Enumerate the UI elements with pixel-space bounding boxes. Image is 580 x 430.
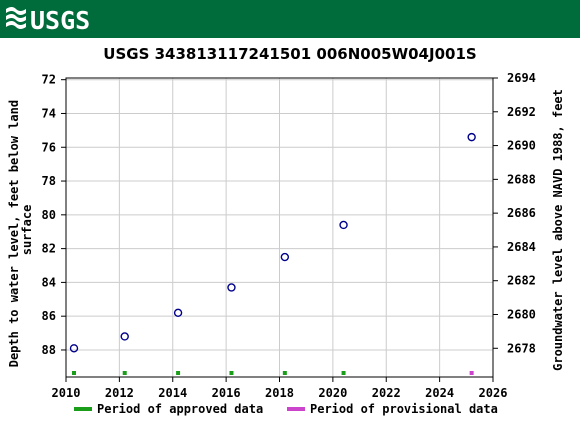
y-left-tick-label: 78: [42, 174, 56, 188]
data-point: [69, 344, 79, 353]
y-left-label-line1: Depth to water level, feet below land: [7, 100, 21, 367]
legend-swatch-approved: [74, 407, 92, 411]
svg-text:USGS: USGS: [30, 6, 90, 35]
y-right-tick-label: 2688: [507, 172, 536, 186]
y-axis-left-label: Depth to water level, feet below land su…: [7, 93, 34, 368]
y-axis-right-ticks: 2694 2692 2690 2688 2686 2684 2682 2680 2678: [493, 71, 536, 355]
approved-period-marker: [282, 371, 287, 375]
x-tick-label: 2012: [105, 386, 134, 400]
x-tick-label: 2022: [372, 386, 401, 400]
y-axis-right-label: Groundwater level above NAVD 1988, feet: [551, 89, 565, 371]
approved-period-marker: [72, 371, 77, 375]
y-left-tick-label: 72: [42, 73, 56, 87]
data-marks: [69, 132, 476, 353]
y-left-tick-label: 88: [42, 343, 56, 357]
approved-period-marker: [229, 371, 234, 375]
y-right-tick-label: 2678: [507, 341, 536, 355]
gridlines: [65, 78, 494, 377]
legend-label-provisional: Period of provisional data: [310, 402, 498, 416]
approved-period-marker: [122, 371, 127, 375]
approved-period-marker: [176, 371, 181, 375]
y-right-tick-label: 2680: [507, 307, 536, 321]
provisional-period-marker: [469, 371, 474, 375]
chart-title: USGS 343813117241501 006N005W04J001S: [103, 45, 476, 63]
data-point: [280, 252, 290, 262]
y-right-tick-label: 2682: [507, 274, 536, 288]
x-axis-ticks: 2010 2012 2014 2016 2018 2020 2022 2024 2026: [52, 377, 508, 400]
usgs-header-bar: USGS: [0, 0, 580, 38]
y-left-label-line2: surface: [20, 205, 34, 256]
x-tick-label: 2020: [318, 386, 347, 400]
x-tick-label: 2014: [158, 386, 187, 400]
data-point: [120, 332, 129, 341]
data-point: [339, 220, 348, 230]
y-right-tick-label: 2684: [507, 240, 536, 254]
legend-swatch-provisional: [287, 407, 305, 411]
x-tick-label: 2018: [265, 386, 294, 400]
approved-period-marker: [341, 371, 346, 375]
usgs-logo: USGS: [6, 6, 90, 35]
data-point: [173, 308, 183, 318]
x-tick-label: 2010: [52, 386, 81, 400]
data-point: [227, 283, 236, 292]
period-markers: [72, 371, 474, 375]
y-left-tick-label: 80: [42, 208, 56, 222]
y-right-tick-label: 2686: [507, 206, 536, 220]
y-right-tick-label: 2694: [507, 71, 536, 85]
legend-label-approved: Period of approved data: [97, 402, 263, 416]
y-left-tick-label: 86: [42, 309, 56, 323]
y-left-tick-label: 84: [42, 275, 56, 289]
y-left-tick-label: 76: [42, 140, 56, 154]
x-tick-label: 2016: [212, 386, 241, 400]
x-tick-label: 2024: [425, 386, 454, 400]
data-point: [467, 132, 476, 142]
y-right-tick-label: 2692: [507, 105, 536, 119]
y-right-tick-label: 2690: [507, 139, 536, 153]
y-axis-left-ticks: 72 74 76 78 80 82 84 86 88: [42, 73, 66, 357]
y-left-tick-label: 82: [42, 242, 56, 256]
y-left-tick-label: 74: [42, 106, 56, 120]
legend: Period of approved data Period of provis…: [74, 402, 498, 416]
x-tick-label: 2026: [479, 386, 508, 400]
